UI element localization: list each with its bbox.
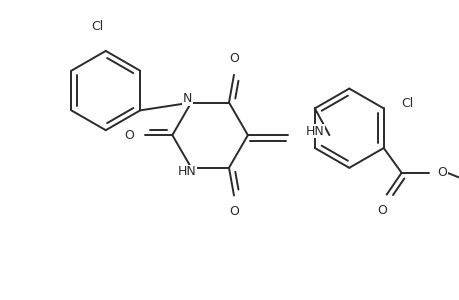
Text: HN: HN <box>178 165 196 178</box>
Text: O: O <box>437 166 446 179</box>
Text: O: O <box>376 205 386 218</box>
Text: O: O <box>124 129 134 142</box>
Text: Cl: Cl <box>91 20 104 33</box>
Text: O: O <box>229 52 238 65</box>
Text: O: O <box>229 206 238 218</box>
Text: Cl: Cl <box>401 97 413 110</box>
Text: HN: HN <box>305 125 324 138</box>
Text: N: N <box>182 92 191 105</box>
